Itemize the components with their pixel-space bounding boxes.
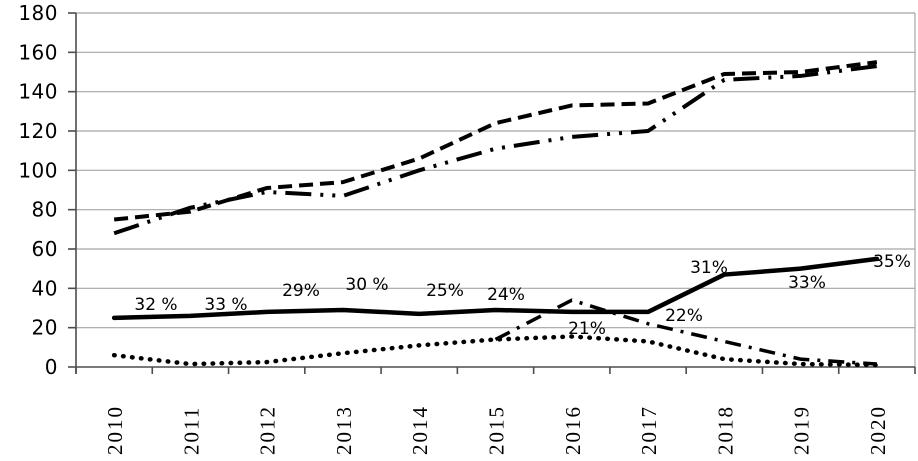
x-axis-label: 2010 xyxy=(103,405,127,455)
x-axis-label: 2013 xyxy=(332,405,356,455)
x-axis-label: 2012 xyxy=(256,405,280,455)
x-axis-label: 2020 xyxy=(866,405,890,455)
data-label: 29% xyxy=(282,281,320,301)
y-axis-label: 100 xyxy=(18,158,58,182)
data-labels: 32 % 33 % 29% 30 % 25% 24% 21% 22% 31% 33% 35% xyxy=(134,252,911,339)
data-label: 33% xyxy=(788,273,826,293)
series-dash-dot-dot-line xyxy=(113,64,878,236)
x-axis-label: 2016 xyxy=(561,405,585,455)
y-axis-label: 140 xyxy=(18,80,58,104)
x-axis-label: 2018 xyxy=(713,405,737,455)
data-label: 33 % xyxy=(204,295,247,315)
series-dash-dot-line xyxy=(494,298,877,366)
x-axis: 2010 2011 2012 2013 2014 2015 2016 2017 2018 2019… xyxy=(75,367,916,455)
axes xyxy=(75,13,915,374)
x-axis-label: 2014 xyxy=(408,405,432,455)
y-axis-label: 160 xyxy=(18,40,58,64)
data-label: 22% xyxy=(665,306,703,326)
x-axis-label: 2019 xyxy=(790,405,814,455)
y-axis-label: 60 xyxy=(32,237,58,261)
y-axis: 0 20 40 60 80 100 120 140 160 180 xyxy=(18,1,76,379)
series-dashed-line xyxy=(113,60,878,222)
data-label: 25% xyxy=(426,281,464,301)
y-axis-label: 40 xyxy=(32,276,58,300)
data-label: 31% xyxy=(690,258,728,278)
series-dotted-line xyxy=(111,334,880,368)
x-axis-label: 2015 xyxy=(485,405,509,455)
y-axis-label: 20 xyxy=(32,316,58,340)
data-label: 35% xyxy=(873,252,911,272)
y-axis-label: 80 xyxy=(32,198,58,222)
data-label: 32 % xyxy=(134,295,177,315)
data-label: 21% xyxy=(568,319,606,339)
series-solid-line xyxy=(111,256,880,321)
data-label: 30 % xyxy=(345,275,388,295)
y-axis-label: 0 xyxy=(45,355,58,379)
series-lines xyxy=(111,60,880,368)
x-axis-label: 2011 xyxy=(179,406,203,455)
data-label: 24% xyxy=(487,285,525,305)
y-axis-label: 180 xyxy=(18,1,58,25)
y-axis-label: 120 xyxy=(18,119,58,143)
gridlines xyxy=(76,12,916,367)
x-axis-label: 2017 xyxy=(637,405,661,455)
